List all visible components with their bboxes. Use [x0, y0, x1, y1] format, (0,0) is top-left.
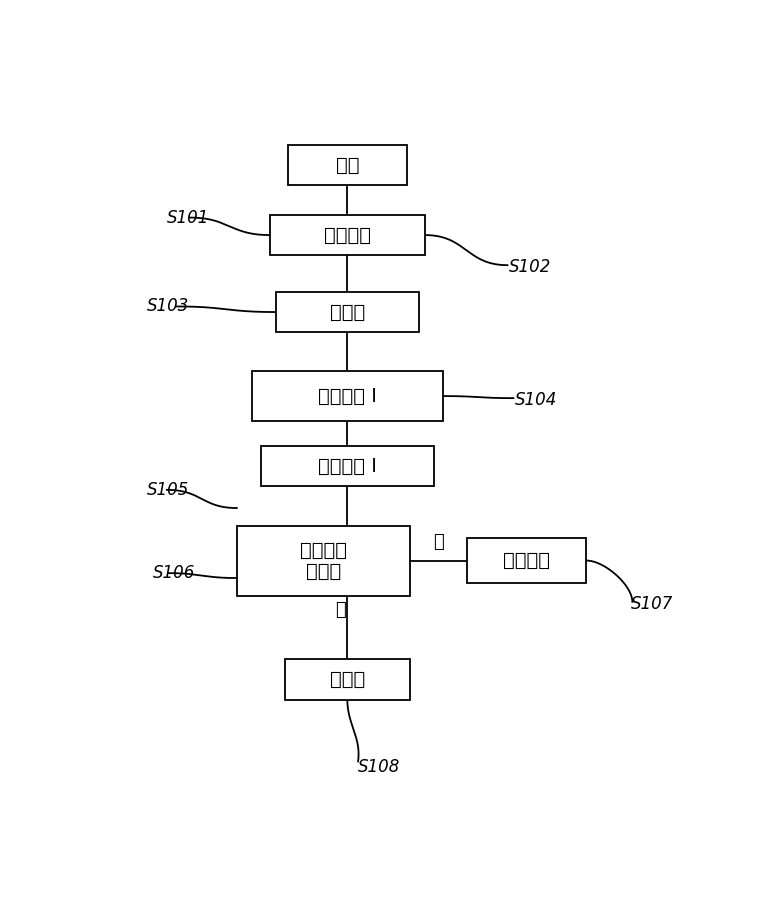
Text: 否: 否: [335, 601, 345, 619]
Bar: [261, 445, 434, 486]
Text: 图像信息 I: 图像信息 I: [318, 386, 377, 405]
Bar: [237, 525, 410, 595]
Text: 报警提示: 报警提示: [503, 551, 550, 570]
Text: S104: S104: [514, 391, 557, 408]
Text: 是: 是: [433, 534, 444, 552]
Text: S101: S101: [167, 208, 209, 226]
Text: S107: S107: [631, 594, 674, 613]
Text: 图像库: 图像库: [330, 303, 365, 322]
Text: 达到或超: 达到或超: [300, 541, 347, 560]
Bar: [251, 371, 443, 421]
Bar: [270, 215, 425, 255]
Text: S103: S103: [147, 297, 190, 315]
Text: S108: S108: [358, 758, 400, 776]
Text: S105: S105: [147, 481, 190, 499]
Text: 荧光光谱: 荧光光谱: [324, 225, 371, 245]
Text: 不提示: 不提示: [330, 670, 365, 689]
Bar: [276, 292, 419, 333]
Text: 比对结果 I: 比对结果 I: [318, 456, 377, 475]
Bar: [284, 659, 410, 700]
Text: 激光: 激光: [335, 155, 359, 175]
Text: S106: S106: [153, 564, 196, 582]
Text: S102: S102: [509, 257, 551, 275]
Text: 过阈値: 过阈値: [306, 562, 341, 581]
Bar: [288, 145, 407, 185]
Bar: [466, 538, 586, 584]
